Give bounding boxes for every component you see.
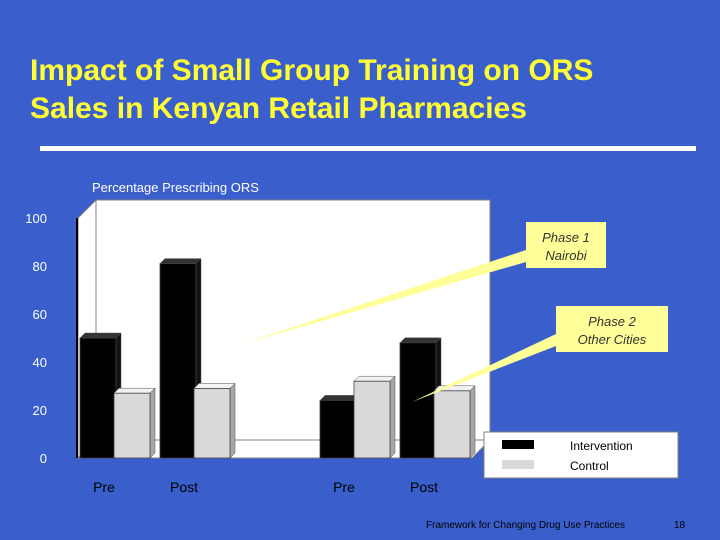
bar-intervention-0-top bbox=[79, 332, 122, 339]
legend-label-0: Intervention bbox=[570, 439, 633, 453]
legend-swatch-0 bbox=[502, 440, 534, 449]
bar-control-3-side bbox=[469, 385, 476, 459]
y-tick-label-1: 20 bbox=[33, 403, 47, 418]
y-tick-label-0: 0 bbox=[40, 451, 47, 466]
callout-line2-0: Nairobi bbox=[545, 248, 587, 263]
page-number: 18 bbox=[674, 520, 686, 531]
bar-control-1 bbox=[193, 387, 231, 459]
bar-control-2-side bbox=[389, 375, 396, 459]
legend-box bbox=[483, 431, 679, 479]
bar-intervention-2 bbox=[319, 399, 357, 459]
bar-control-2 bbox=[353, 380, 391, 459]
x-tick-label-0: Pre bbox=[93, 479, 115, 495]
slide-title-line-1: Impact of Small Group Training on ORS bbox=[30, 54, 594, 87]
slide-title-line-2: Sales in Kenyan Retail Pharmacies bbox=[30, 92, 527, 125]
bar-intervention-1-top bbox=[159, 258, 202, 264]
x-tick-label-1: Post bbox=[170, 479, 198, 495]
bar-control-0 bbox=[113, 392, 151, 459]
callout-pointer-1 bbox=[412, 334, 556, 402]
bar-control-0-top bbox=[113, 387, 156, 394]
callout-box-1 bbox=[556, 306, 668, 352]
callout-line2-1: Other Cities bbox=[578, 332, 647, 347]
x-tick-label-3: Post bbox=[410, 479, 438, 495]
bar-control-1-top bbox=[193, 383, 236, 389]
bar-control-1-side bbox=[229, 382, 236, 459]
legend-swatch-1 bbox=[502, 460, 534, 469]
bar-intervention-3 bbox=[399, 342, 437, 459]
callout-box-0 bbox=[526, 222, 606, 268]
callout-line1-1: Phase 2 bbox=[588, 314, 636, 329]
y-tick-label-4: 80 bbox=[33, 259, 47, 274]
bar-intervention-1 bbox=[159, 263, 197, 459]
y-tick-label-2: 40 bbox=[33, 355, 47, 370]
bar-control-0-side bbox=[149, 387, 156, 459]
slide-title: Impact of Small Group Training on ORS Sa… bbox=[30, 52, 710, 128]
bar-intervention-3-top bbox=[399, 337, 442, 344]
y-tick-label-5: 100 bbox=[25, 211, 47, 226]
callout-pointer-0 bbox=[242, 250, 526, 344]
y-axis-line bbox=[76, 218, 78, 458]
chart-title: Percentage Prescribing ORS bbox=[92, 180, 259, 195]
slide-footer: Framework for Changing Drug Use Practice… bbox=[426, 520, 625, 531]
bar-control-3 bbox=[433, 390, 471, 459]
x-tick-label-2: Pre bbox=[333, 479, 355, 495]
y-tick-label-3: 60 bbox=[33, 307, 47, 322]
title-divider bbox=[40, 146, 696, 151]
legend-label-1: Control bbox=[570, 459, 609, 473]
bar-intervention-0 bbox=[79, 337, 117, 459]
callout-line1-0: Phase 1 bbox=[542, 230, 590, 245]
bar-control-2-top bbox=[353, 375, 396, 382]
